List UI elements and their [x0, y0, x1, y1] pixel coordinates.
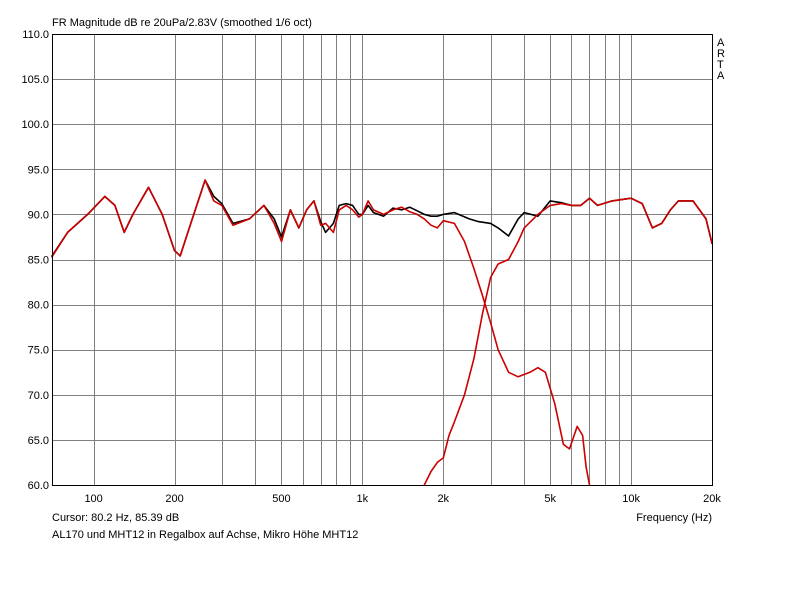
x-tick-label: 10k	[622, 493, 640, 505]
x-tick-label: 200	[165, 493, 183, 505]
x-axis-label: Frequency (Hz)	[636, 512, 712, 524]
x-tick-label: 500	[272, 493, 290, 505]
watermark-letter: A	[717, 37, 725, 49]
curves-layer	[51, 179, 713, 486]
y-tick-label: 70.0	[28, 390, 49, 402]
y-tick-label: 80.0	[28, 300, 49, 312]
grid-layer	[52, 34, 712, 486]
y-tick-label: 105.0	[21, 74, 49, 86]
measurement-caption: AL170 und MHT12 in Regalbox auf Achse, M…	[52, 529, 358, 541]
series-line-3	[423, 197, 713, 486]
y-tick-label: 90.0	[28, 209, 49, 221]
watermark-letter: R	[717, 48, 725, 60]
watermark-letter: T	[717, 59, 724, 71]
y-tick-label: 100.0	[21, 119, 49, 131]
x-tick-label: 1k	[357, 493, 369, 505]
y-tick-labels: 110.0 105.0 100.0 95.0 90.0 85.0 80.0 75.0 70.0 6…	[21, 29, 49, 492]
plot-frame	[52, 34, 713, 486]
series-line-2	[51, 179, 591, 486]
y-tick-label: 65.0	[28, 435, 49, 447]
y-tick-label: 110.0	[22, 29, 49, 41]
x-tick-label: 20k	[703, 493, 721, 505]
chart-title: FR Magnitude dB re 20uPa/2.83V (smoothed…	[52, 17, 312, 29]
y-tick-label: 75.0	[28, 345, 49, 357]
cursor-readout: Cursor: 80.2 Hz, 85.39 dB	[52, 512, 179, 524]
y-tick-label: 85.0	[28, 255, 49, 267]
watermark-letter: A	[717, 70, 725, 82]
x-tick-label: 2k	[437, 493, 449, 505]
x-tick-label: 100	[84, 493, 102, 505]
x-tick-label: 5k	[544, 493, 556, 505]
y-tick-label: 60.0	[28, 480, 49, 492]
x-tick-labels: 100 200 500 1k 2k 5k 10k 20k	[84, 493, 721, 505]
y-tick-label: 95.0	[28, 164, 49, 176]
